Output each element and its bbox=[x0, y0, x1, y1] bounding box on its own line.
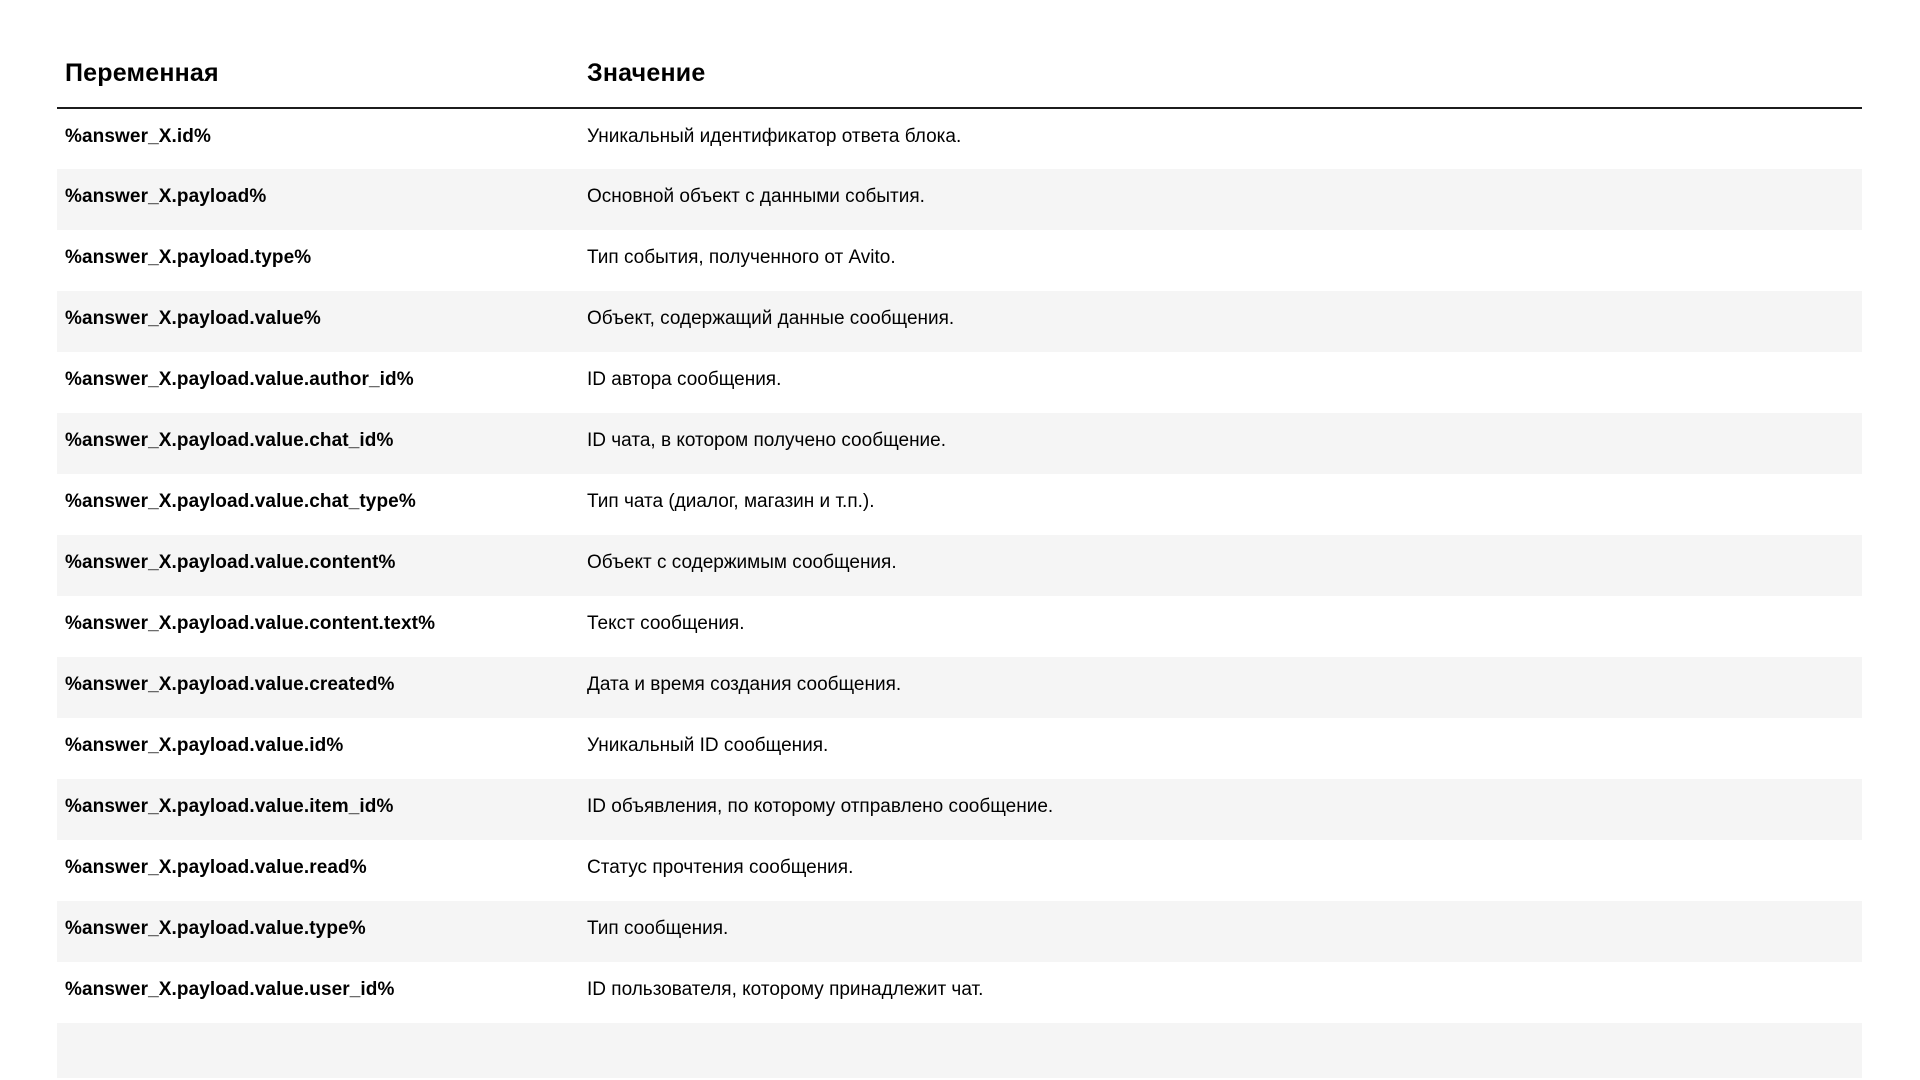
variable-cell: %answer_X.payload.value.author_id% bbox=[65, 369, 414, 390]
value-cell: Тип события, полученного от Avito. bbox=[587, 247, 896, 268]
variable-cell: %answer_X.id% bbox=[65, 126, 211, 147]
value-cell: Уникальный идентификатор ответа блока. bbox=[587, 126, 962, 147]
variable-cell: %answer_X.payload.value% bbox=[65, 308, 321, 329]
value-cell: Объект с содержимым сообщения. bbox=[587, 552, 897, 573]
variable-cell: %answer_X.payload.value.created% bbox=[65, 674, 395, 695]
value-cell: ID чата, в котором получено сообщение. bbox=[587, 430, 947, 451]
table-row: %answer_X.payload.value.item_id% ID объя… bbox=[57, 779, 1862, 840]
header-row: Переменная Значение bbox=[57, 42, 1862, 109]
table-row: %answer_X.payload.value.user_id% ID поль… bbox=[57, 962, 1862, 1023]
column-header-variable: Переменная bbox=[57, 42, 579, 109]
variable-cell: %answer_X.payload.type% bbox=[65, 247, 312, 268]
table-row: %answer_X.payload.value.chat_type% Тип ч… bbox=[57, 474, 1862, 535]
value-cell: Статус прочтения сообщения. bbox=[587, 857, 854, 878]
table-row: %answer_X.payload.value.type% Тип сообще… bbox=[57, 901, 1862, 962]
table-row: %answer_X.payload.value% Объект, содержа… bbox=[57, 291, 1862, 352]
variable-cell: %answer_X.payload.value.id% bbox=[65, 735, 344, 756]
table-row: %answer_X.payload.value.content% Объект … bbox=[57, 535, 1862, 596]
variables-table: Переменная Значение %answer_X.id% Уникал… bbox=[57, 42, 1862, 1078]
value-cell: Текст сообщения. bbox=[587, 613, 745, 634]
value-cell: Дата и время создания сообщения. bbox=[587, 674, 902, 695]
variable-cell: %answer_X.payload.value.type% bbox=[65, 918, 366, 939]
table-row: %answer_X.payload.value.created% Дата и … bbox=[57, 657, 1862, 718]
table-header: Переменная Значение bbox=[57, 42, 1862, 109]
table-body: %answer_X.id% Уникальный идентификатор о… bbox=[57, 108, 1862, 1023]
value-cell: ID объявления, по которому отправлено со… bbox=[587, 796, 1054, 817]
empty-row bbox=[57, 1023, 1862, 1078]
column-header-value: Значение bbox=[579, 42, 1862, 109]
variable-cell: %answer_X.payload% bbox=[65, 186, 267, 207]
value-cell: ID автора сообщения. bbox=[587, 369, 782, 390]
table-row: %answer_X.payload.type% Тип события, пол… bbox=[57, 230, 1862, 291]
value-cell: Объект, содержащий данные сообщения. bbox=[587, 308, 955, 329]
empty-cell bbox=[57, 1023, 1862, 1078]
table-row: %answer_X.payload.value.content.text% Те… bbox=[57, 596, 1862, 657]
variable-cell: %answer_X.payload.value.read% bbox=[65, 857, 367, 878]
variables-documentation-page: Переменная Значение %answer_X.id% Уникал… bbox=[57, 42, 1862, 1078]
value-cell: ID пользователя, которому принадлежит ча… bbox=[587, 979, 984, 1000]
value-cell: Тип сообщения. bbox=[587, 918, 729, 939]
table-footer bbox=[57, 1023, 1862, 1078]
variable-cell: %answer_X.payload.value.content.text% bbox=[65, 613, 436, 634]
variable-cell: %answer_X.payload.value.content% bbox=[65, 552, 396, 573]
variable-cell: %answer_X.payload.value.user_id% bbox=[65, 979, 395, 1000]
variable-cell: %answer_X.payload.value.chat_type% bbox=[65, 491, 416, 512]
table-row: %answer_X.payload.value.read% Статус про… bbox=[57, 840, 1862, 901]
value-cell: Уникальный ID сообщения. bbox=[587, 735, 829, 756]
variable-cell: %answer_X.payload.value.item_id% bbox=[65, 796, 394, 817]
table-row: %answer_X.payload.value.chat_id% ID чата… bbox=[57, 413, 1862, 474]
table-row: %answer_X.payload% Основной объект с дан… bbox=[57, 169, 1862, 230]
table-row: %answer_X.payload.value.author_id% ID ав… bbox=[57, 352, 1862, 413]
table-row: %answer_X.payload.value.id% Уникальный I… bbox=[57, 718, 1862, 779]
value-cell: Тип чата (диалог, магазин и т.п.). bbox=[587, 491, 875, 512]
table-row: %answer_X.id% Уникальный идентификатор о… bbox=[57, 108, 1862, 169]
value-cell: Основной объект с данными события. bbox=[587, 186, 925, 207]
variable-cell: %answer_X.payload.value.chat_id% bbox=[65, 430, 394, 451]
